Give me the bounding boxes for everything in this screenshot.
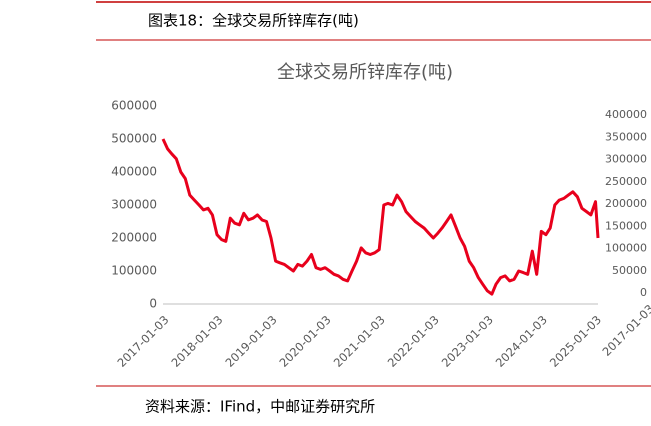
chart-title: 全球交易所锌库存(吨) [277, 62, 453, 83]
y-tick-label: 350000 [605, 130, 647, 143]
y-tick-label: 400000 [111, 165, 157, 179]
y-tick-label: 250000 [605, 175, 647, 188]
x-tick-label: 2023-01-03 [439, 313, 496, 370]
y-tick-label: 0 [149, 297, 157, 311]
x-tick-label: 2025-01-03 [547, 313, 604, 370]
x-tick-label: 2019-01-03 [222, 313, 279, 370]
y-tick-label: 400000 [605, 108, 647, 121]
y-tick-label: 100000 [111, 264, 157, 278]
x-tick-label: 2017-01-03 [599, 302, 651, 359]
y-tick-label: 300000 [605, 153, 647, 166]
x-tick-label: 2017-01-03 [114, 313, 171, 370]
x-tick-label: 2018-01-03 [168, 313, 225, 370]
y-tick-label: 200000 [111, 231, 157, 245]
y-tick-label: 50000 [612, 264, 647, 277]
figure-title: 图表18：全球交易所锌库存(吨) [148, 12, 359, 30]
y-tick-label: 150000 [605, 219, 647, 232]
data-line [161, 138, 600, 296]
x-tick-label: 2021-01-03 [331, 313, 388, 370]
x-tick-label: 2020-01-03 [277, 313, 334, 370]
y-tick-label: 300000 [111, 198, 157, 212]
x-tick-label: 2024-01-03 [493, 313, 550, 370]
source-note: 资料来源：IFind，中邮证券研究所 [145, 398, 375, 416]
y-tick-label: 200000 [605, 197, 647, 210]
y-tick-label: 600000 [111, 99, 157, 113]
x-tick-label: 2022-01-03 [385, 313, 442, 370]
y-tick-label: 500000 [111, 132, 157, 146]
y-tick-label: 0 [640, 286, 647, 299]
y-tick-label: 100000 [605, 242, 647, 255]
